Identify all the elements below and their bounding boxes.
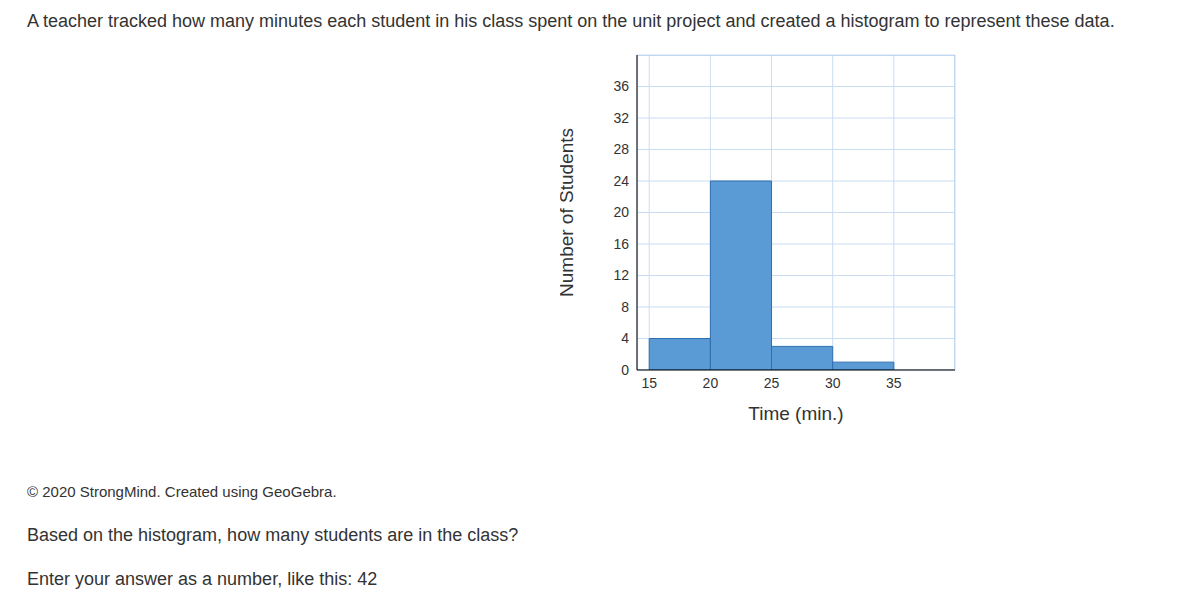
html-text:Based on the histogram, how ma: Based on the histogram, how many student…: [27, 525, 519, 545]
svg-text:12: 12: [613, 267, 629, 283]
svg-text:32: 32: [613, 110, 629, 126]
html-text:A teacher tracked how many min: A teacher tracked how many minutes each …: [27, 11, 1115, 31]
svg-text:Time (min.): Time (min.): [748, 403, 843, 424]
svg-text:28: 28: [613, 141, 629, 157]
svg-text:25: 25: [764, 375, 780, 391]
svg-text:0: 0: [621, 362, 629, 378]
svg-text:20: 20: [613, 204, 629, 220]
svg-text:36: 36: [613, 78, 629, 94]
svg-text:35: 35: [886, 375, 902, 391]
svg-text:8: 8: [621, 299, 629, 315]
svg-text:20: 20: [703, 375, 719, 391]
html-text:Enter your answer as a number,: Enter your answer as a number, like this…: [27, 569, 378, 589]
html-text:© 2020 StrongMind. Created usi: © 2020 StrongMind. Created using GeoGebr…: [27, 483, 337, 500]
svg-text:4: 4: [621, 330, 629, 346]
svg-text:16: 16: [613, 236, 629, 252]
svg-text:24: 24: [613, 173, 629, 189]
svg-text:Number of Students: Number of Students: [560, 128, 577, 297]
svg-text:15: 15: [641, 375, 657, 391]
svg-text:30: 30: [825, 375, 841, 391]
